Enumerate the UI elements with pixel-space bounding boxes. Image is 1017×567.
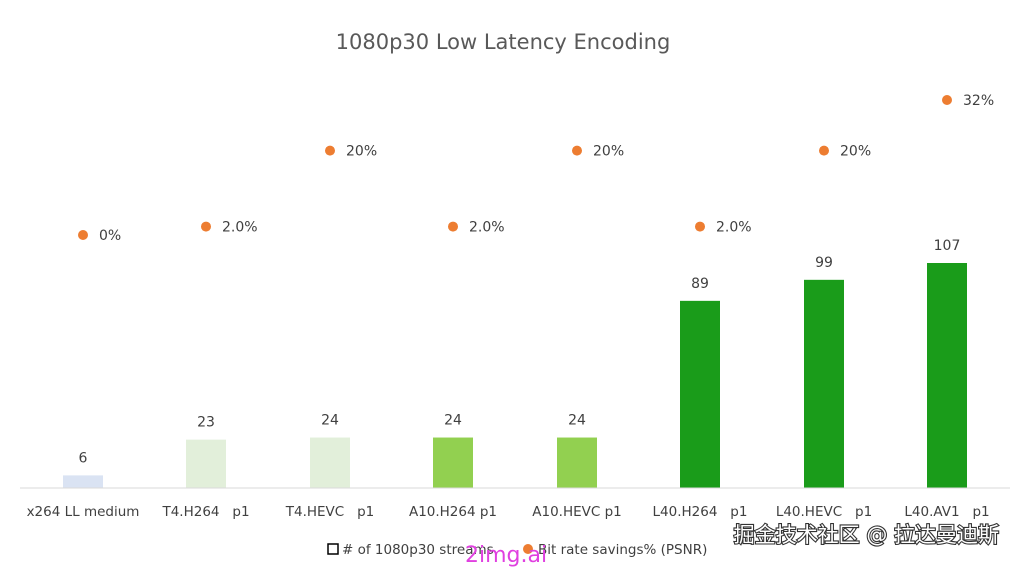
bar-0 (63, 475, 103, 488)
legend-bar-swatch (327, 543, 339, 555)
points-group (78, 95, 952, 240)
bar-4 (557, 437, 597, 488)
bar-5 (680, 300, 720, 488)
legend-bar-label: # of 1080p30 streams (342, 542, 494, 558)
legend: # of 1080p30 streams Bit rate savings% (… (327, 542, 707, 558)
x-tick-label-6: L40.HEVC p1 (776, 504, 872, 520)
point-label-3: 2.0% (469, 220, 505, 236)
bar-label-7: 107 (934, 238, 961, 254)
bars-group (63, 263, 967, 488)
point-label-2: 20% (346, 144, 377, 160)
x-tick-labels-group: x264 LL medium T4.H264 p1 T4.HEVC p1 A10.H2… (27, 504, 990, 520)
point-2 (325, 145, 335, 156)
bar-label-5: 89 (691, 276, 709, 292)
point-label-5: 2.0% (716, 220, 752, 236)
watermark-secondary: 2img.ai (465, 543, 547, 567)
point-0 (78, 230, 88, 240)
x-tick-label-0: x264 LL medium (27, 504, 140, 520)
bar-label-1: 23 (197, 415, 215, 431)
point-label-6: 20% (840, 144, 871, 160)
point-7 (942, 95, 952, 105)
point-5 (695, 221, 705, 232)
x-tick-label-5: L40.H264 p1 (653, 504, 748, 520)
bar-3 (433, 437, 473, 488)
point-label-7: 32% (963, 93, 994, 109)
point-label-0: 0% (99, 228, 121, 244)
bar-1 (186, 439, 226, 488)
point-4 (572, 145, 582, 156)
legend-point-swatch (523, 544, 533, 554)
legend-point-label: Bit rate savings% (PSNR) (538, 542, 707, 558)
point-label-1: 2.0% (222, 220, 258, 236)
bar-label-3: 24 (444, 413, 462, 429)
bar-2 (310, 437, 350, 488)
chart-title: 1080p30 Low Latency Encoding (336, 30, 671, 54)
x-tick-label-2: T4.HEVC p1 (285, 504, 375, 520)
bar-label-6: 99 (815, 255, 833, 271)
bar-label-2: 24 (321, 413, 339, 429)
bar-label-4: 24 (568, 413, 586, 429)
bar-labels-group: 6 23 24 24 24 89 99 107 (79, 238, 961, 466)
x-tick-label-4: A10.HEVC p1 (532, 504, 622, 520)
point-1 (201, 221, 211, 232)
bar-7 (927, 263, 967, 488)
x-tick-label-3: A10.H264 p1 (409, 504, 497, 520)
bar-label-0: 6 (79, 450, 88, 466)
bar-6 (804, 279, 844, 488)
point-labels-group: 0% 2.0% 20% 2.0% 20% 2.0% 20% 32% (99, 93, 994, 244)
point-6 (819, 145, 829, 156)
watermark-primary: 掘金技术社区 @ 拉达曼迪斯 (734, 523, 999, 547)
x-tick-label-1: T4.H264 p1 (161, 504, 249, 520)
x-tick-label-7: L40.AV1 p1 (904, 504, 989, 520)
point-label-4: 20% (593, 144, 624, 160)
point-3 (448, 221, 458, 232)
